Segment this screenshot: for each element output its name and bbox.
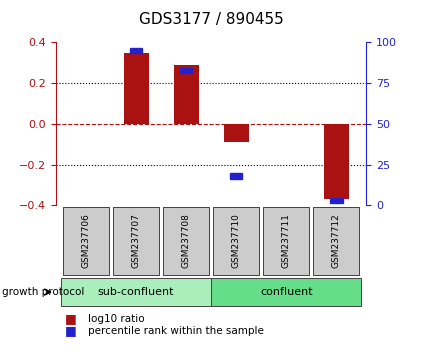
Text: growth protocol: growth protocol — [2, 287, 84, 297]
Bar — [173, 65, 198, 124]
FancyBboxPatch shape — [179, 68, 192, 73]
Text: GDS3177 / 890455: GDS3177 / 890455 — [138, 12, 283, 27]
FancyBboxPatch shape — [329, 198, 342, 203]
FancyBboxPatch shape — [313, 207, 359, 275]
Text: confluent: confluent — [259, 287, 312, 297]
Text: GSM237706: GSM237706 — [81, 213, 90, 268]
Text: GSM237711: GSM237711 — [281, 213, 290, 268]
Text: GSM237712: GSM237712 — [331, 213, 340, 268]
FancyBboxPatch shape — [163, 207, 209, 275]
Text: sub-confluent: sub-confluent — [98, 287, 174, 297]
Text: GSM237708: GSM237708 — [181, 213, 190, 268]
Text: percentile rank within the sample: percentile rank within the sample — [88, 326, 264, 336]
Bar — [323, 124, 348, 199]
Text: log10 ratio: log10 ratio — [88, 314, 144, 324]
FancyBboxPatch shape — [211, 278, 360, 307]
FancyBboxPatch shape — [263, 207, 309, 275]
FancyBboxPatch shape — [113, 207, 159, 275]
Text: GSM237707: GSM237707 — [131, 213, 140, 268]
FancyBboxPatch shape — [63, 207, 109, 275]
Text: GSM237710: GSM237710 — [231, 213, 240, 268]
Text: ■: ■ — [64, 325, 76, 337]
FancyBboxPatch shape — [129, 48, 142, 53]
Text: ■: ■ — [64, 312, 76, 325]
FancyBboxPatch shape — [213, 207, 258, 275]
Bar — [123, 53, 148, 124]
FancyBboxPatch shape — [61, 278, 211, 307]
Bar — [223, 124, 248, 142]
FancyBboxPatch shape — [230, 173, 242, 178]
